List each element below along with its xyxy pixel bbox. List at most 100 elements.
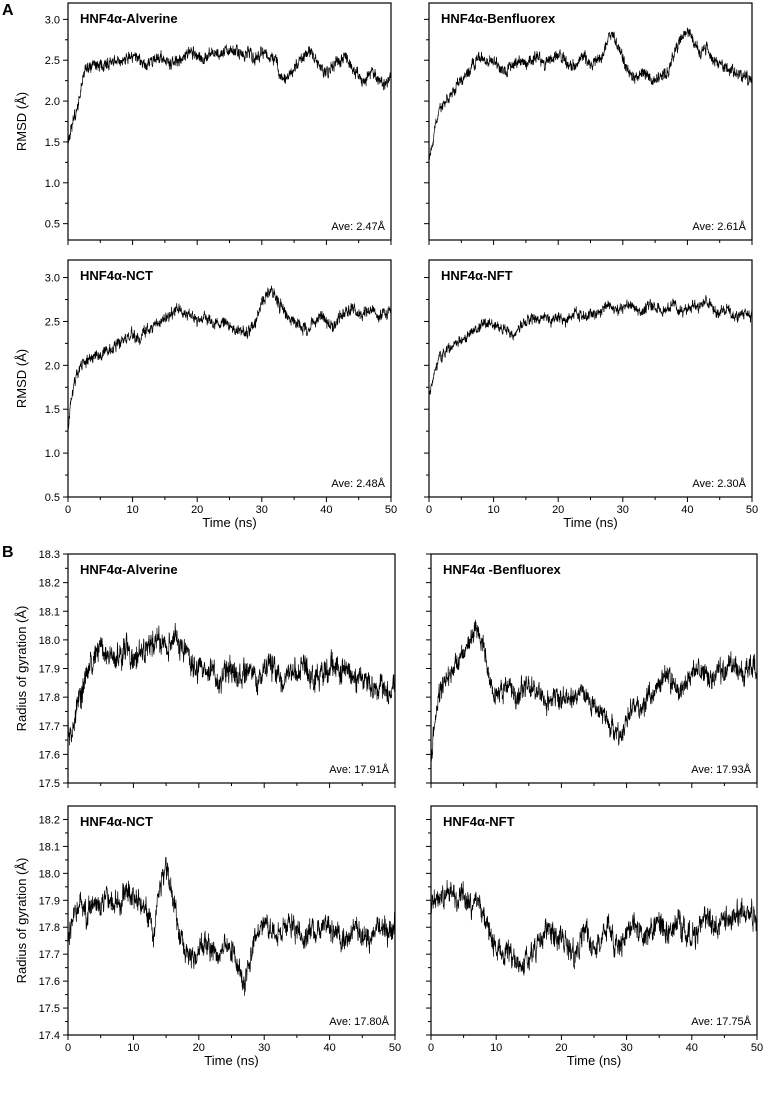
rg-nct-panel: 0 10 20 30 40 50 17.4 17.5 17.6 17.7 17.8 17.9 18.0 1… <box>14 805 401 1068</box>
x-tick-label: 40 <box>323 1042 335 1054</box>
x-tick-label: 0 <box>428 1042 434 1054</box>
y-tick-label: 17.7 <box>39 949 60 961</box>
panel-title: HNF4α-NFT <box>441 268 513 283</box>
x-tick-label: 20 <box>191 504 203 516</box>
x-tick-label: 30 <box>256 504 268 516</box>
x-axis-label: Time (ns) <box>202 515 256 530</box>
panel-title: HNF4α-Alverine <box>80 562 178 577</box>
rmsd-benfluorex-panel: HNF4α-Benfluorex Ave: 2.61Å <box>424 2 753 245</box>
data-line <box>430 880 758 976</box>
y-tick-label: 1.5 <box>45 404 60 416</box>
y-axis-label: Radius of gyration (Å) <box>14 606 29 732</box>
y-tick-label: 17.9 <box>39 664 60 676</box>
rmsd-nft-panel: 0 10 20 30 40 50 HNF4α-NFT Ave: 2.30Å Time (ns) <box>424 259 758 530</box>
y-tick-label: 18.0 <box>39 868 60 880</box>
y-tick-label: 17.6 <box>39 749 60 761</box>
plot-frame <box>428 2 753 241</box>
x-tick-label: 40 <box>681 504 693 516</box>
average-annotation: Ave: 17.93Å <box>691 763 751 776</box>
y-tick-label: 17.7 <box>39 721 60 733</box>
data-line <box>67 623 396 746</box>
data-line <box>428 295 753 396</box>
plot-frame <box>67 805 396 1036</box>
x-tick-label: 50 <box>751 1042 763 1054</box>
x-tick-label: 10 <box>490 1042 502 1054</box>
y-tick-label: 17.8 <box>39 922 60 934</box>
rg-benfluorex-panel: HNF4α -Benfluorex Ave: 17.93Å <box>426 553 758 788</box>
x-tick-label: 30 <box>617 504 629 516</box>
x-axis-label: Time (ns) <box>567 1053 621 1068</box>
y-tick-label: 18.2 <box>39 578 60 590</box>
rmsd-nct-panel: 0 10 20 30 40 50 0.5 1.0 1.5 2.0 2.5 3.0 HNF4α-NCT Av… <box>14 259 397 530</box>
plot-frame <box>67 259 392 498</box>
y-tick-label: 17.9 <box>39 895 60 907</box>
x-tick-label: 0 <box>65 1042 71 1054</box>
y-tick-label: 18.1 <box>39 841 60 853</box>
panel-title: HNF4α-NFT <box>443 814 515 829</box>
y-axis-label: RMSD (Å) <box>14 92 29 151</box>
y-tick-label: 18.1 <box>39 606 60 618</box>
x-tick-label: 0 <box>426 504 432 516</box>
y-tick-label: 3.0 <box>45 273 60 285</box>
y-tick-label: 17.8 <box>39 692 60 704</box>
x-tick-label: 10 <box>126 504 138 516</box>
x-axis-label: Time (ns) <box>204 1053 258 1068</box>
x-tick-label: 10 <box>487 504 499 516</box>
x-tick-label: 20 <box>193 1042 205 1054</box>
y-tick-label: 0.5 <box>45 492 60 504</box>
panel-title: HNF4α-NCT <box>80 814 153 829</box>
panel-title: HNF4α-Alverine <box>80 11 178 26</box>
x-tick-label: 50 <box>389 1042 401 1054</box>
x-tick-label: 30 <box>620 1042 632 1054</box>
section-letter-b: B <box>2 544 14 561</box>
y-tick-label: 1.5 <box>45 137 60 149</box>
average-annotation: Ave: 2.30Å <box>692 477 746 490</box>
y-tick-label: 0.5 <box>45 219 60 231</box>
average-annotation: Ave: 17.91Å <box>329 763 389 776</box>
data-line <box>67 285 392 431</box>
x-tick-label: 40 <box>320 504 332 516</box>
y-tick-label: 17.6 <box>39 976 60 988</box>
y-tick-label: 2.0 <box>45 360 60 372</box>
x-tick-label: 50 <box>746 504 758 516</box>
plot-frame <box>67 2 392 241</box>
x-tick-label: 10 <box>127 1042 139 1054</box>
y-axis-label: Radius of gyration (Å) <box>14 858 29 984</box>
plot-frame <box>430 553 758 784</box>
rmsd-alverine-panel: 0.5 1.0 1.5 2.0 2.5 3.0 HNF4α-Alverine Ave: 2.4… <box>14 2 392 245</box>
x-tick-label: 50 <box>385 504 397 516</box>
average-annotation: Ave: 17.80Å <box>329 1015 389 1028</box>
y-tick-label: 1.0 <box>45 448 60 460</box>
average-annotation: Ave: 2.48Å <box>331 477 385 490</box>
y-tick-label: 1.0 <box>45 178 60 190</box>
panel-title: HNF4α -Benfluorex <box>443 562 562 577</box>
y-tick-label: 17.5 <box>39 1003 60 1015</box>
y-tick-label: 3.0 <box>45 14 60 26</box>
data-line <box>430 619 758 762</box>
y-axis-label: RMSD (Å) <box>14 349 29 408</box>
rg-nft-panel: 0 10 20 30 40 50 HNF4α-NFT Ave: 17.75Å Time (ns) <box>426 805 763 1068</box>
y-tick-label: 2.0 <box>45 96 60 108</box>
y-tick-label: 17.4 <box>39 1030 60 1042</box>
plot-frame <box>428 259 753 498</box>
data-line <box>67 44 392 145</box>
plot-frame <box>430 805 758 1036</box>
y-tick-label: 2.5 <box>45 316 60 328</box>
average-annotation: Ave: 2.61Å <box>692 220 746 233</box>
average-annotation: Ave: 17.75Å <box>691 1015 751 1028</box>
section-letter-a: A <box>2 2 14 19</box>
data-line <box>67 856 396 996</box>
x-tick-label: 0 <box>65 504 71 516</box>
x-tick-label: 30 <box>258 1042 270 1054</box>
x-tick-label: 40 <box>686 1042 698 1054</box>
y-tick-label: 17.5 <box>39 778 60 790</box>
panel-title: HNF4α-Benfluorex <box>441 11 556 26</box>
x-axis-label: Time (ns) <box>563 515 617 530</box>
y-tick-label: 18.3 <box>39 549 60 561</box>
data-line <box>428 27 753 160</box>
x-tick-label: 20 <box>552 504 564 516</box>
rg-alverine-panel: 17.5 17.6 17.7 17.8 17.9 18.0 18.1 18.2 18.3 HNF4… <box>14 549 396 790</box>
average-annotation: Ave: 2.47Å <box>331 220 385 233</box>
y-tick-label: 2.5 <box>45 55 60 67</box>
